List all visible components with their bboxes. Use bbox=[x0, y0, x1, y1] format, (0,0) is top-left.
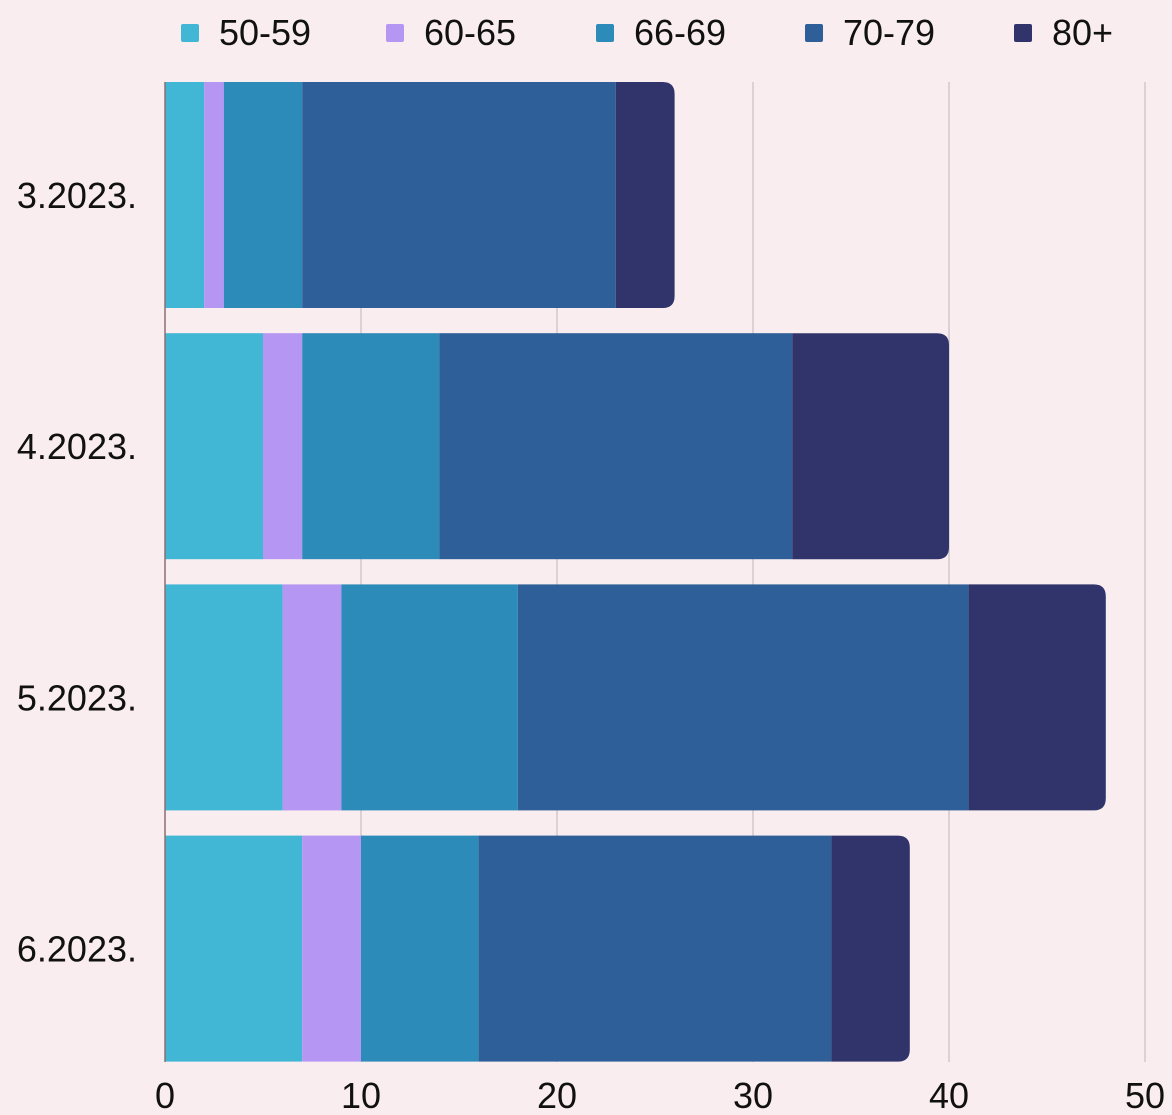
x-tick-label: 40 bbox=[929, 1075, 969, 1115]
legend-label-80+: 80+ bbox=[1052, 12, 1113, 53]
legend-label-60-65: 60-65 bbox=[424, 12, 516, 53]
category-label: 6.2023. bbox=[17, 929, 137, 970]
bar-70-79-3.2023 bbox=[302, 82, 616, 308]
bar-50-59-3.2023 bbox=[165, 82, 205, 308]
legend-label-50-59: 50-59 bbox=[219, 12, 311, 53]
legend-swatch-70-79 bbox=[805, 24, 823, 42]
bar-66-69-6.2023 bbox=[361, 835, 479, 1062]
bar-70-79-5.2023 bbox=[517, 584, 969, 811]
bar-66-69-5.2023 bbox=[341, 584, 518, 811]
bars: 3.2023. 4.2023. 5.2023. 6.2023. bbox=[17, 82, 1106, 1062]
legend-swatch-80+ bbox=[1014, 24, 1032, 42]
legend-label-66-69: 66-69 bbox=[634, 12, 726, 53]
bar-80+-4.2023 bbox=[792, 333, 949, 560]
legend-swatch-66-69 bbox=[596, 24, 614, 42]
x-tick-label: 10 bbox=[341, 1075, 381, 1115]
bar-66-69-3.2023 bbox=[223, 82, 303, 308]
x-tick-label: 20 bbox=[537, 1075, 577, 1115]
category-label: 3.2023. bbox=[17, 175, 137, 216]
bar-50-59-5.2023 bbox=[165, 584, 283, 811]
legend-swatch-50-59 bbox=[181, 24, 199, 42]
bar-50-59-4.2023 bbox=[165, 333, 263, 560]
x-tick-label: 0 bbox=[155, 1075, 175, 1115]
category-label: 4.2023. bbox=[17, 426, 137, 467]
bar-60-65-5.2023 bbox=[282, 584, 342, 811]
legend-label-70-79: 70-79 bbox=[843, 12, 935, 53]
axes: 0 10 20 30 40 50 bbox=[155, 82, 1165, 1115]
bar-70-79-4.2023 bbox=[439, 333, 793, 560]
bar-60-65-6.2023 bbox=[302, 835, 361, 1062]
x-tick-label: 50 bbox=[1125, 1075, 1165, 1115]
bar-66-69-4.2023 bbox=[302, 333, 440, 560]
bar-50-59-6.2023 bbox=[165, 835, 303, 1062]
bar-60-65-3.2023 bbox=[204, 82, 224, 308]
legend-swatch-60-65 bbox=[386, 24, 404, 42]
bar-80+-3.2023 bbox=[615, 82, 675, 308]
bar-80+-6.2023 bbox=[831, 835, 910, 1062]
legend: 50-59 60-65 66-69 70-79 80+ bbox=[181, 12, 1113, 53]
category-label: 5.2023. bbox=[17, 677, 137, 718]
bar-70-79-6.2023 bbox=[478, 835, 832, 1062]
bar-80+-5.2023 bbox=[968, 584, 1106, 811]
bar-60-65-4.2023 bbox=[263, 333, 303, 560]
x-tick-label: 30 bbox=[733, 1075, 773, 1115]
